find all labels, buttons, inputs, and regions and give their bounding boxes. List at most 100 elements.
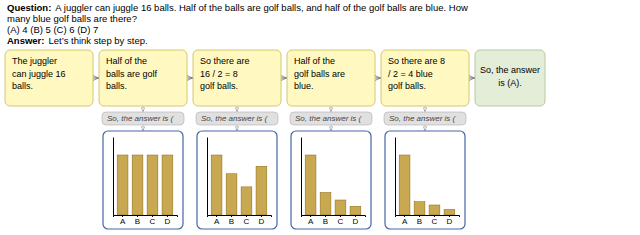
x-tick-label: D: [165, 217, 171, 226]
bar: [147, 155, 158, 215]
bars: [305, 155, 361, 215]
x-tick: C: [150, 215, 156, 226]
bar: [256, 166, 267, 215]
chart-frame: [385, 131, 465, 229]
x-tick-label: D: [353, 217, 359, 226]
bar: [211, 155, 222, 215]
x-tick: B: [417, 215, 422, 226]
x-tick-label: B: [229, 217, 234, 226]
x-tick: A: [402, 215, 408, 226]
bar: [399, 155, 410, 215]
bar: [117, 155, 128, 215]
step-arrow: [94, 78, 99, 79]
probe-chart: So, the answer is ( AB CD: [102, 107, 184, 230]
step-box: [5, 50, 93, 106]
x-tick: B: [135, 215, 140, 226]
y-axis: [301, 138, 302, 216]
probe-arrow: [237, 126, 238, 131]
bar: [241, 187, 252, 215]
chart-title: So, the answer is (: [295, 114, 363, 123]
bar: [414, 202, 425, 215]
y-axis-line: [113, 138, 114, 216]
x-tick: D: [259, 215, 265, 226]
step-arrow: [188, 78, 193, 79]
chart-title: So, the answer is (: [389, 114, 457, 123]
final-box: [475, 50, 545, 106]
x-tick: A: [120, 215, 126, 226]
probe-bubble: [196, 112, 278, 125]
x-axis: AB CD: [396, 215, 460, 226]
probe-arrow: [425, 126, 426, 131]
x-tick: B: [229, 215, 234, 226]
final-answer-text: So, the answeris (A).: [480, 65, 540, 88]
x-tick: D: [165, 215, 171, 226]
x-tick-label: A: [214, 217, 220, 226]
x-tick: C: [432, 215, 438, 226]
x-axis: AB CD: [114, 215, 178, 226]
x-tick-label: D: [447, 217, 453, 226]
bar: [132, 155, 143, 215]
chart-title: So, the answer is (: [201, 114, 269, 123]
question-text: A juggler can juggle 16 balls. Half of t…: [55, 2, 468, 13]
probe-arrow: [237, 107, 238, 112]
x-tick-label: C: [150, 217, 156, 226]
probe-arrow: [425, 107, 426, 112]
x-tick-label: A: [308, 217, 314, 226]
bar: [305, 155, 316, 215]
x-axis: AB CD: [208, 215, 272, 226]
bars: [211, 155, 267, 215]
step-box: [381, 50, 469, 106]
step-text: Half of theballs are golfballs.: [106, 56, 158, 91]
chart-frame: [103, 131, 183, 229]
y-axis: [395, 138, 396, 216]
probe-bubble: [290, 112, 372, 125]
step-text: So there are16 / 2 = 8golf balls.: [200, 56, 250, 91]
step-arrow: [282, 78, 287, 79]
probe-arrow: [331, 107, 332, 112]
bar: [444, 209, 455, 215]
x-axis: AB CD: [302, 215, 366, 226]
answer-text: Let’s think step by step.: [48, 35, 147, 46]
question-text: many blue golf balls are there?: [7, 13, 137, 24]
x-tick: A: [214, 215, 220, 226]
step-text: Half of thegolf balls areblue.: [294, 56, 345, 91]
chart-title: So, the answer is (: [107, 114, 175, 123]
bars: [399, 155, 455, 215]
x-tick-label: C: [432, 217, 438, 226]
probe-bubble: [384, 112, 466, 125]
x-tick: D: [447, 215, 453, 226]
y-axis: [113, 138, 114, 216]
header: Question:A juggler can juggle 16 balls. …: [7, 2, 468, 46]
x-tick: C: [338, 215, 344, 226]
x-tick-label: D: [259, 217, 265, 226]
bar: [429, 205, 440, 215]
x-tick: B: [323, 215, 328, 226]
x-tick-label: B: [323, 217, 328, 226]
x-tick-label: A: [120, 217, 126, 226]
step-box: [193, 50, 281, 106]
chart-frame: [197, 131, 277, 229]
y-axis-line: [301, 138, 302, 216]
probe-chart: So, the answer is ( AB CD: [384, 107, 466, 230]
step-box: [99, 50, 187, 106]
bar: [320, 193, 331, 216]
x-tick-label: C: [244, 217, 250, 226]
bar: [226, 174, 237, 215]
step-text: The jugglercan juggle 16balls.: [12, 56, 66, 91]
bar: [335, 200, 346, 215]
step-arrow: [470, 78, 475, 79]
probe-arrow: [143, 126, 144, 131]
probe-bubble: [102, 112, 184, 125]
bar: [162, 155, 173, 215]
probe-arrow: [331, 126, 332, 131]
step-arrow: [376, 78, 381, 79]
y-axis: [207, 138, 208, 216]
bars: [117, 155, 173, 215]
y-axis-line: [395, 138, 396, 216]
probe-chart: So, the answer is ( AB CD: [290, 107, 372, 230]
x-tick-label: A: [402, 217, 408, 226]
probe-chart: So, the answer is ( AB CD: [196, 107, 278, 230]
x-tick: D: [353, 215, 359, 226]
x-tick-label: B: [135, 217, 140, 226]
x-tick: C: [244, 215, 250, 226]
